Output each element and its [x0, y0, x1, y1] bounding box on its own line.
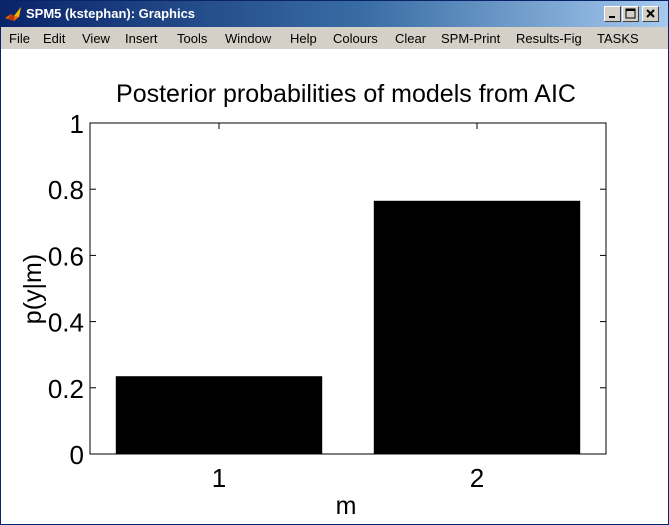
minimize-icon	[609, 16, 615, 18]
chart-title: Posterior probabilities of models from A…	[116, 80, 576, 108]
window-title: SPM5 (kstephan): Graphics	[26, 6, 196, 21]
menu-colours[interactable]: Colours	[333, 31, 378, 46]
menu-spm-print[interactable]: SPM-Print	[441, 31, 501, 46]
title-bar[interactable]: SPM5 (kstephan): Graphics	[1, 1, 668, 27]
y-tick-label: 0.6	[48, 241, 84, 271]
x-tick-label: 1	[212, 463, 226, 493]
bars	[115, 200, 581, 454]
menu-edit[interactable]: Edit	[43, 31, 66, 46]
x-axis-label: m	[336, 492, 357, 520]
menu-tools[interactable]: Tools	[177, 31, 208, 46]
menu-results-fig[interactable]: Results-Fig	[516, 31, 582, 46]
menu-tasks[interactable]: TASKS	[597, 31, 639, 46]
close-icon	[646, 9, 655, 18]
y-axis-label: p(y|m)	[19, 254, 47, 324]
bar-chart: Posterior probabilities of models from A…	[19, 80, 607, 520]
y-axis-ticks: 0 0.2 0.4 0.6 0.8 1	[48, 109, 606, 470]
x-tick-label: 2	[470, 463, 484, 493]
menu-file[interactable]: File	[9, 31, 30, 46]
maximize-button[interactable]	[622, 6, 639, 22]
close-button[interactable]	[642, 6, 659, 22]
maximize-icon	[625, 8, 636, 19]
bar-2	[373, 200, 581, 454]
y-tick-label: 0.8	[48, 175, 84, 205]
y-tick-label: 0	[70, 440, 84, 470]
menu-window[interactable]: Window	[225, 31, 272, 46]
y-tick-label: 0.4	[48, 308, 84, 338]
menu-insert[interactable]: Insert	[125, 31, 158, 46]
menu-view[interactable]: View	[82, 31, 110, 46]
y-tick-label: 1	[70, 109, 84, 139]
menu-clear[interactable]: Clear	[395, 31, 427, 46]
y-tick-label: 0.2	[48, 374, 84, 404]
matlab-logo-icon	[5, 7, 21, 21]
minimize-button[interactable]	[604, 6, 621, 22]
menu-separator	[1, 49, 668, 50]
menu-bar: File Edit View Insert Tools Window Help …	[1, 27, 668, 49]
menu-help[interactable]: Help	[290, 31, 317, 46]
bar-1	[115, 376, 323, 454]
